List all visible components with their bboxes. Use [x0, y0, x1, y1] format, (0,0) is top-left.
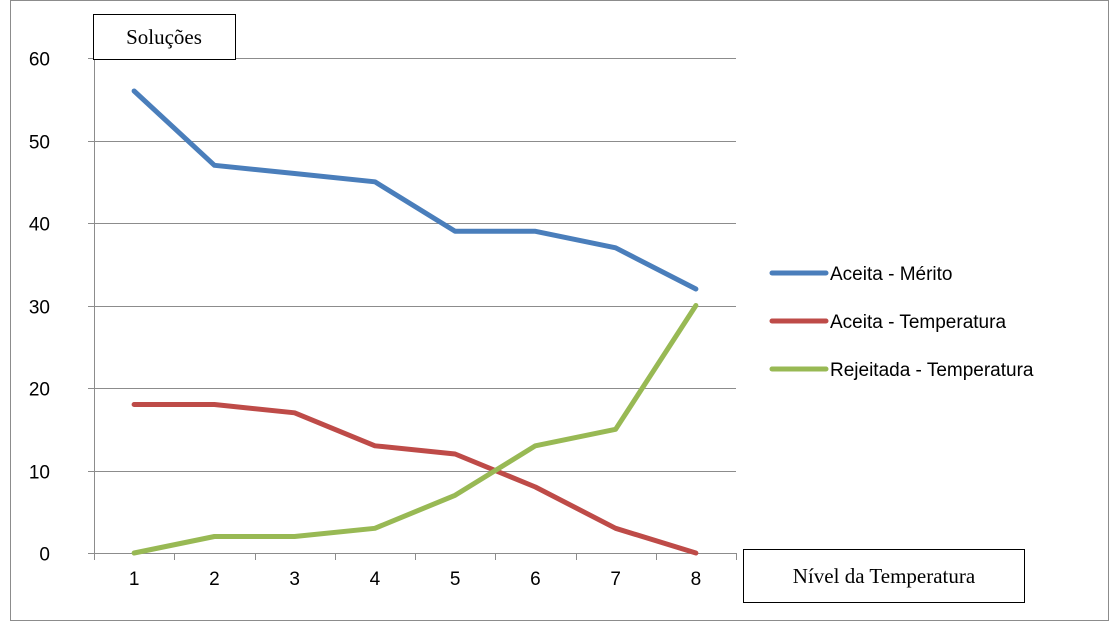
y-tick-label: 60	[29, 50, 50, 71]
legend-item: Aceita - Mérito	[769, 264, 952, 285]
x-axis-title: Nível da Temperatura	[793, 564, 976, 588]
x-tick-label: 2	[209, 569, 220, 590]
y-tick-label: 40	[29, 215, 50, 236]
chart-frame	[10, 0, 1109, 621]
axes	[88, 58, 737, 560]
x-tick-label: 1	[129, 569, 140, 590]
x-axis-title-box: Nível da Temperatura	[743, 549, 1025, 603]
y-tick-label: 20	[29, 380, 50, 401]
y-tick-label: 50	[29, 133, 50, 154]
legend-label: Aceita - Mérito	[830, 264, 952, 285]
legend-item: Aceita - Temperatura	[769, 312, 1006, 333]
series-lines	[131, 88, 699, 556]
x-tick-label: 3	[289, 569, 300, 590]
series-line	[131, 402, 699, 556]
y-tick-label: 10	[29, 463, 50, 484]
x-tick-label: 8	[691, 569, 702, 590]
y-tick-labels: 0 10 20 30 40 50 60	[29, 50, 50, 566]
y-tick-label: 30	[29, 298, 50, 319]
x-tick-label: 5	[450, 569, 461, 590]
y-tick-label: 0	[39, 545, 50, 566]
legend: Aceita - Mérito Aceita - Temperatura Rejei…	[769, 264, 1034, 381]
legend-item: Rejeitada - Temperatura	[769, 360, 1034, 381]
legend-label: Aceita - Temperatura	[830, 312, 1006, 333]
x-tick-labels: 1 2 3 4 5 6 7 8	[129, 569, 701, 590]
series-line	[131, 88, 699, 292]
series-line	[131, 303, 699, 556]
legend-label: Rejeitada - Temperatura	[830, 360, 1034, 381]
x-tick-label: 7	[610, 569, 621, 590]
x-tick-label: 4	[370, 569, 381, 590]
x-tick-label: 6	[530, 569, 541, 590]
y-axis-title-box: Soluções	[93, 14, 236, 60]
y-axis-title: Soluções	[126, 25, 202, 49]
